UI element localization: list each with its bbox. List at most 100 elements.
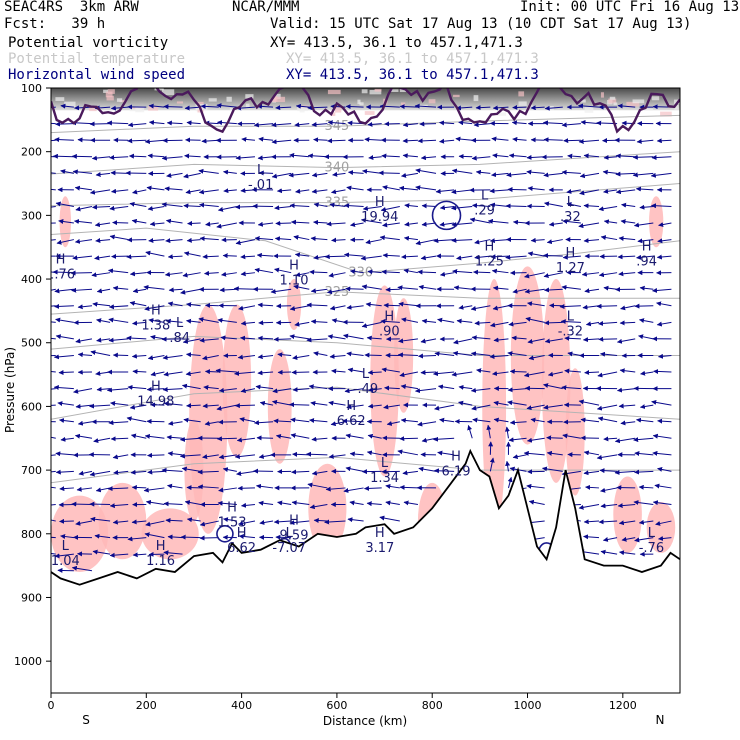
wind-vector xyxy=(546,450,563,456)
wind-vector xyxy=(202,454,219,460)
wind-vector xyxy=(325,486,346,492)
wind-vector xyxy=(547,371,563,377)
extremum-value: 1.76 xyxy=(46,267,75,282)
wind-vector xyxy=(653,368,672,374)
wind-vector xyxy=(308,384,328,390)
extremum-value: 1.34 xyxy=(370,471,399,486)
wind-vector xyxy=(273,519,292,525)
wind-vector xyxy=(217,500,237,506)
extremum-value: 1.04 xyxy=(51,554,80,569)
wind-vector xyxy=(526,169,545,175)
wind-vector xyxy=(76,486,93,492)
wind-vector xyxy=(600,487,618,493)
extremum-value: 6.19 xyxy=(442,465,471,480)
wind-vector xyxy=(131,353,147,359)
wind-vector xyxy=(380,205,400,212)
wind-vector xyxy=(132,189,147,195)
wind-vector xyxy=(109,552,129,558)
wind-vector xyxy=(293,284,310,290)
wind-vector xyxy=(475,169,491,175)
x-tick-label: 600 xyxy=(326,699,347,712)
wind-vector xyxy=(566,202,581,207)
wind-vector xyxy=(528,354,545,361)
stratosphere-speckle xyxy=(674,104,679,110)
wind-vector xyxy=(258,136,274,142)
wind-vector xyxy=(492,105,509,111)
wind-vector xyxy=(180,534,201,540)
extremum-value: 1.25 xyxy=(475,255,504,270)
wind-vector xyxy=(524,288,545,294)
wind-vector xyxy=(385,500,400,506)
wind-vector xyxy=(437,384,455,390)
wind-vector xyxy=(55,451,74,457)
wind-vector xyxy=(221,271,237,277)
wind-vector xyxy=(54,303,74,309)
pv-shading xyxy=(267,349,292,464)
wind-vector xyxy=(233,286,255,292)
wind-vector xyxy=(367,121,382,127)
wind-vector xyxy=(186,403,201,409)
wind-vector xyxy=(491,172,509,178)
wind-vector xyxy=(640,370,654,376)
wind-vector xyxy=(238,533,255,539)
wind-vector xyxy=(434,351,455,357)
wind-vector xyxy=(435,188,455,194)
wind-vector xyxy=(417,353,437,359)
stratosphere-speckle xyxy=(632,99,645,104)
wind-vector xyxy=(256,435,274,441)
wind-vector xyxy=(59,418,74,423)
wind-vector xyxy=(241,136,255,142)
stratosphere-speckle xyxy=(608,98,617,104)
pv-shading xyxy=(541,279,571,483)
wind-vector xyxy=(543,383,563,390)
wind-vector xyxy=(74,185,93,191)
wind-vector xyxy=(74,238,93,244)
theta-contour xyxy=(51,114,680,134)
wind-vector xyxy=(543,172,563,178)
wind-vector xyxy=(56,239,74,245)
wind-vector xyxy=(420,255,437,261)
wind-vector xyxy=(415,388,437,394)
wind-vector xyxy=(602,537,618,542)
wind-vector xyxy=(615,153,636,159)
wind-vector xyxy=(165,238,183,244)
stratosphere-speckle xyxy=(105,91,113,98)
wind-vector xyxy=(414,103,437,109)
wind-vector xyxy=(456,318,473,324)
wind-vector xyxy=(147,153,165,159)
extremum-marker: H xyxy=(289,513,299,528)
wind-vector xyxy=(132,369,147,375)
wind-vector xyxy=(109,234,129,241)
wind-vector xyxy=(437,317,455,323)
wind-vector xyxy=(452,350,473,356)
wind-vector xyxy=(54,288,74,294)
wind-vector xyxy=(108,337,129,343)
extremum-marker: H xyxy=(289,259,299,274)
wind-vector xyxy=(311,470,328,476)
wind-vector xyxy=(127,122,147,128)
wind-vector xyxy=(471,335,491,341)
wind-vector xyxy=(51,371,56,373)
wind-vector xyxy=(199,520,219,527)
extremum-marker: H xyxy=(346,399,356,414)
wind-vector xyxy=(274,267,292,274)
wind-vector xyxy=(544,338,563,344)
wind-vector xyxy=(52,153,74,159)
wind-vector xyxy=(258,170,274,176)
wind-vector xyxy=(292,354,310,360)
wind-vector xyxy=(526,154,545,160)
wind-vector xyxy=(577,103,600,109)
wind-vector xyxy=(216,404,237,411)
stratosphere-speckle xyxy=(399,88,407,93)
wind-vector xyxy=(458,120,473,126)
wind-vector xyxy=(433,238,455,244)
stratosphere-speckle xyxy=(245,94,254,99)
wind-vector xyxy=(71,153,92,159)
wind-vector xyxy=(216,436,237,442)
wind-vector xyxy=(73,219,93,225)
wind-vector xyxy=(509,420,527,426)
stratosphere-speckle xyxy=(600,92,604,98)
stratosphere-speckle xyxy=(369,90,382,95)
wind-vector xyxy=(93,437,111,444)
wind-vector xyxy=(562,254,581,260)
